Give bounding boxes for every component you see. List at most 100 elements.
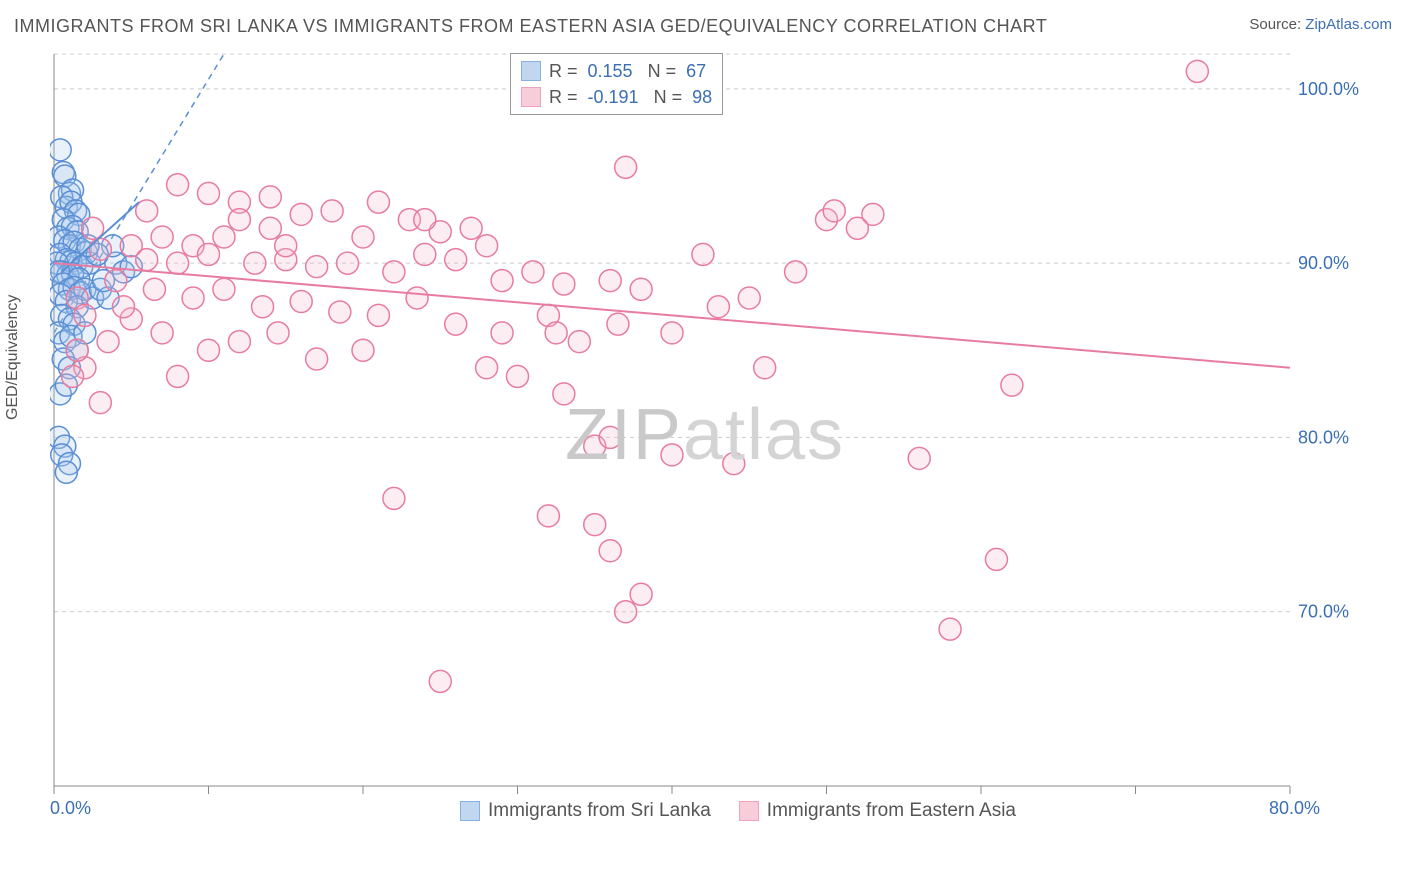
- data-point: [414, 209, 436, 231]
- data-point: [367, 191, 389, 213]
- data-point: [267, 322, 289, 344]
- y-tick-label: 90.0%: [1298, 253, 1349, 273]
- data-point: [352, 226, 374, 248]
- data-point: [1186, 60, 1208, 82]
- legend-stats: R = 0.155 N = 67: [549, 58, 706, 84]
- data-point: [367, 304, 389, 326]
- data-point: [707, 296, 729, 318]
- data-point: [607, 313, 629, 335]
- data-point: [97, 331, 119, 353]
- data-point: [985, 548, 1007, 570]
- legend-row: R = 0.155 N = 67: [521, 58, 712, 84]
- data-point: [522, 261, 544, 283]
- data-point: [723, 453, 745, 475]
- data-point: [213, 278, 235, 300]
- data-point: [383, 487, 405, 509]
- data-point: [198, 243, 220, 265]
- data-point: [630, 278, 652, 300]
- data-point: [352, 339, 374, 361]
- scatter-plot: 70.0%80.0%90.0%100.0%0.0%80.0%: [50, 50, 1360, 820]
- data-point: [290, 203, 312, 225]
- data-point: [198, 339, 220, 361]
- data-point: [692, 243, 714, 265]
- data-point: [429, 670, 451, 692]
- bottom-legend-item: Immigrants from Sri Lanka: [460, 800, 711, 822]
- data-point: [89, 392, 111, 414]
- data-point: [414, 243, 436, 265]
- data-point: [167, 365, 189, 387]
- data-point: [62, 365, 84, 387]
- source-prefix: Source:: [1249, 16, 1305, 33]
- data-point: [545, 322, 567, 344]
- data-point: [55, 461, 77, 483]
- data-point: [105, 270, 127, 292]
- data-point: [228, 331, 250, 353]
- y-tick-label: 80.0%: [1298, 427, 1349, 447]
- data-point: [252, 296, 274, 318]
- data-point: [476, 235, 498, 257]
- data-point: [259, 217, 281, 239]
- legend-row: R = -0.191 N = 98: [521, 84, 712, 110]
- data-point: [383, 261, 405, 283]
- data-point: [89, 238, 111, 260]
- data-point: [553, 273, 575, 295]
- source-link[interactable]: ZipAtlas.com: [1305, 16, 1392, 33]
- data-point: [167, 252, 189, 274]
- data-point: [445, 249, 467, 271]
- data-point: [476, 357, 498, 379]
- series-legend: Immigrants from Sri Lanka Immigrants from…: [460, 800, 1016, 822]
- x-tick-label: 80.0%: [1269, 798, 1320, 818]
- legend-label: Immigrants from Sri Lanka: [488, 800, 711, 822]
- data-point: [507, 365, 529, 387]
- data-point: [630, 583, 652, 605]
- data-point: [568, 331, 590, 353]
- data-point: [661, 322, 683, 344]
- chart-title: IMMIGRANTS FROM SRI LANKA VS IMMIGRANTS …: [14, 16, 1047, 37]
- data-point: [275, 235, 297, 257]
- data-point: [66, 339, 88, 361]
- data-point: [599, 540, 621, 562]
- x-tick-label: 0.0%: [50, 798, 91, 818]
- data-point: [151, 322, 173, 344]
- data-point: [615, 601, 637, 623]
- data-point: [337, 252, 359, 274]
- data-point: [445, 313, 467, 335]
- data-point: [553, 383, 575, 405]
- data-point: [908, 447, 930, 469]
- data-point: [244, 252, 266, 274]
- data-point: [599, 426, 621, 448]
- data-point: [615, 156, 637, 178]
- data-point: [113, 296, 135, 318]
- chart-area: 70.0%80.0%90.0%100.0%0.0%80.0% ZIPatlas …: [50, 50, 1360, 820]
- legend-swatch: [521, 87, 541, 107]
- data-point: [321, 200, 343, 222]
- data-point: [823, 200, 845, 222]
- legend-swatch: [739, 801, 759, 821]
- data-point: [306, 348, 328, 370]
- data-point: [599, 270, 621, 292]
- data-point: [136, 249, 158, 271]
- data-point: [306, 256, 328, 278]
- legend-stats: R = -0.191 N = 98: [549, 84, 712, 110]
- data-point: [182, 287, 204, 309]
- data-point: [661, 444, 683, 466]
- data-point: [939, 618, 961, 640]
- y-axis-label: GED/Equivalency: [4, 295, 22, 420]
- legend-label: Immigrants from Eastern Asia: [767, 800, 1016, 822]
- data-point: [754, 357, 776, 379]
- data-point: [329, 301, 351, 323]
- data-point: [491, 270, 513, 292]
- source-attribution: Source: ZipAtlas.com: [1249, 16, 1392, 33]
- legend-swatch: [521, 61, 541, 81]
- y-tick-label: 70.0%: [1298, 602, 1349, 622]
- chart-header: IMMIGRANTS FROM SRI LANKA VS IMMIGRANTS …: [14, 16, 1392, 37]
- data-point: [143, 278, 165, 300]
- data-point: [50, 139, 71, 161]
- data-point: [491, 322, 513, 344]
- bottom-legend-item: Immigrants from Eastern Asia: [739, 800, 1016, 822]
- data-point: [213, 226, 235, 248]
- statistics-legend: R = 0.155 N = 67R = -0.191 N = 98: [510, 53, 723, 115]
- data-point: [151, 226, 173, 248]
- data-point: [228, 209, 250, 231]
- legend-swatch: [460, 801, 480, 821]
